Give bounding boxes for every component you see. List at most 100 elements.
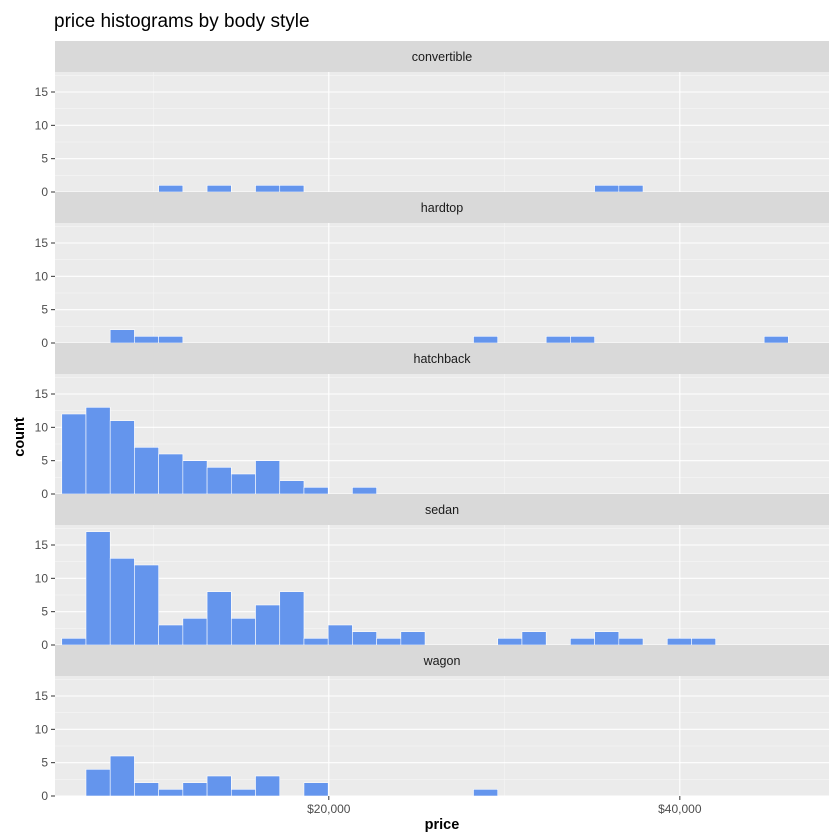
histogram-bar <box>666 638 692 646</box>
histogram-bar <box>206 185 232 193</box>
y-tick-label: 5 <box>41 152 48 166</box>
y-tick-label: 10 <box>35 571 49 585</box>
y-tick-label: 0 <box>41 185 48 199</box>
y-tick-label: 15 <box>35 387 49 401</box>
panel-background <box>55 223 829 343</box>
histogram-bar <box>231 618 256 646</box>
histogram-bar <box>61 413 87 495</box>
histogram-bar <box>279 185 305 193</box>
y-tick-label: 5 <box>41 605 48 619</box>
y-tick-label: 5 <box>41 303 48 317</box>
facet-panels: convertible 0 5 10 15 hardtop 0 5 10 15 hatchback 0… <box>35 41 829 803</box>
histogram-bar <box>158 336 184 344</box>
histogram-bar <box>352 487 377 495</box>
histogram-bar <box>134 447 159 495</box>
histogram-bar <box>545 336 571 344</box>
y-tick-label: 15 <box>35 236 49 250</box>
histogram-bar <box>763 336 789 344</box>
histogram-bar <box>158 453 184 495</box>
x-axis: $20,000 $40,000 <box>307 796 702 816</box>
histogram-bar <box>473 336 499 344</box>
histogram-bar <box>303 638 329 646</box>
histogram-bar <box>206 775 232 797</box>
facet-strip-label: hardtop <box>421 201 463 215</box>
facet-strip-label: convertible <box>412 50 472 64</box>
histogram-bar <box>255 775 281 797</box>
histogram-bar <box>255 604 281 646</box>
y-tick-label: 10 <box>35 269 49 283</box>
histogram-bar <box>400 631 426 646</box>
x-tick-label: $20,000 <box>307 802 351 816</box>
histogram-bar <box>376 638 402 646</box>
histogram-bar <box>109 329 135 344</box>
histogram-bar <box>279 480 305 495</box>
histogram-bar <box>352 631 377 646</box>
histogram-bar <box>473 789 499 797</box>
histogram-bar <box>303 782 329 797</box>
facet-strip <box>55 192 829 223</box>
y-axis-title: count <box>12 417 28 457</box>
histogram-bar <box>109 420 135 495</box>
y-tick-label: 5 <box>41 454 48 468</box>
histogram-bar <box>158 789 184 797</box>
histogram-bar <box>85 769 111 797</box>
histogram-bar <box>182 618 208 646</box>
facet-panel-hatchback: hatchback 0 5 10 15 <box>35 343 829 501</box>
histogram-bar <box>182 782 208 797</box>
panel-background <box>55 72 829 192</box>
facet-strip-label: wagon <box>423 654 461 668</box>
histogram-bar <box>134 564 159 646</box>
panel-background <box>55 676 829 796</box>
facet-strip <box>55 645 829 676</box>
y-tick-label: 10 <box>35 420 49 434</box>
x-axis-title: price <box>425 817 460 833</box>
facet-strip <box>55 494 829 525</box>
histogram-bar <box>61 638 87 646</box>
y-tick-label: 15 <box>35 538 49 552</box>
y-tick-label: 0 <box>41 638 48 652</box>
histogram-bar <box>109 755 135 797</box>
histogram-bar <box>158 185 184 193</box>
histogram-bar <box>255 185 281 193</box>
facet-strip-label: hatchback <box>414 352 472 366</box>
histogram-bar <box>134 336 159 344</box>
facet-strip-label: sedan <box>425 503 459 517</box>
chart-title: price histograms by body style <box>54 11 310 32</box>
histogram-bar <box>231 789 256 797</box>
histogram-bar <box>206 467 232 495</box>
histogram-bar <box>279 591 305 646</box>
facet-panel-convertible: convertible 0 5 10 15 <box>35 41 829 199</box>
histogram-bar <box>521 631 547 646</box>
y-tick-label: 0 <box>41 336 48 350</box>
histogram-bar <box>618 638 644 646</box>
y-tick-label: 0 <box>41 487 48 501</box>
histogram-bar <box>303 487 329 495</box>
histogram-bar <box>85 531 111 646</box>
facet-strip <box>55 343 829 374</box>
histogram-bar <box>327 624 353 646</box>
histogram-bar <box>134 782 159 797</box>
histogram-bar <box>497 638 523 646</box>
histogram-bar <box>570 638 595 646</box>
histogram-bar <box>618 185 644 193</box>
facet-panel-wagon: wagon 0 5 10 15 <box>35 645 829 803</box>
histogram-bar <box>85 407 111 495</box>
y-tick-label: 15 <box>35 689 49 703</box>
y-tick-label: 10 <box>35 118 49 132</box>
histogram-bar <box>158 624 184 646</box>
histogram-bar <box>206 591 232 646</box>
y-tick-label: 5 <box>41 756 48 770</box>
histogram-bar <box>594 185 620 193</box>
facet-strip <box>55 41 829 72</box>
histogram-bar <box>182 460 208 495</box>
histogram-bar <box>594 631 620 646</box>
facet-panel-hardtop: hardtop 0 5 10 15 <box>35 192 829 350</box>
histogram-bar <box>231 473 256 495</box>
histogram-bar <box>109 558 135 646</box>
histogram-bar <box>255 460 281 495</box>
histogram-bar <box>570 336 595 344</box>
y-tick-label: 10 <box>35 722 49 736</box>
y-tick-label: 0 <box>41 789 48 803</box>
histogram-bar <box>691 638 717 646</box>
